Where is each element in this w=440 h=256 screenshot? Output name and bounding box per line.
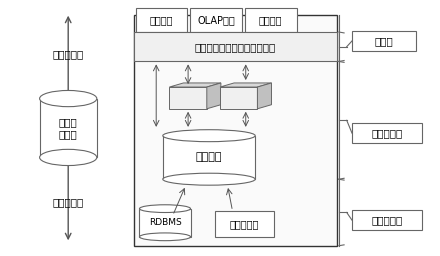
Text: 业务层: 业务层 bbox=[374, 36, 393, 46]
Text: 企业数据模型、多维数据模型: 企业数据模型、多维数据模型 bbox=[195, 42, 276, 52]
Text: 数据仓库层: 数据仓库层 bbox=[371, 128, 403, 138]
Bar bbox=[352, 210, 422, 230]
Bar bbox=[245, 8, 297, 32]
Text: 数据挖掘: 数据挖掘 bbox=[259, 15, 282, 25]
Ellipse shape bbox=[163, 130, 255, 142]
Polygon shape bbox=[220, 87, 257, 109]
Ellipse shape bbox=[163, 173, 255, 185]
Ellipse shape bbox=[40, 90, 97, 107]
Polygon shape bbox=[169, 83, 221, 87]
Text: 即席查询: 即席查询 bbox=[150, 15, 173, 25]
Bar bbox=[139, 209, 191, 237]
Text: RDBMS: RDBMS bbox=[149, 218, 181, 227]
Bar bbox=[136, 8, 187, 32]
Text: 数据仓库: 数据仓库 bbox=[196, 152, 222, 163]
Text: 技术元数据: 技术元数据 bbox=[52, 197, 84, 207]
Text: 外部数据源: 外部数据源 bbox=[230, 219, 259, 229]
Ellipse shape bbox=[139, 233, 191, 241]
Bar bbox=[352, 31, 416, 51]
Ellipse shape bbox=[40, 149, 97, 166]
Bar bbox=[40, 99, 97, 157]
Bar bbox=[352, 123, 422, 143]
Polygon shape bbox=[257, 83, 271, 109]
Polygon shape bbox=[169, 87, 207, 109]
Text: OLAP分析: OLAP分析 bbox=[197, 15, 235, 25]
Bar bbox=[134, 32, 337, 61]
Ellipse shape bbox=[139, 205, 191, 212]
Bar bbox=[215, 211, 274, 237]
Text: 业务元数据: 业务元数据 bbox=[52, 49, 84, 59]
Bar bbox=[163, 136, 255, 179]
Text: 元数据
知识库: 元数据 知识库 bbox=[59, 117, 77, 139]
Bar bbox=[134, 15, 337, 246]
Bar bbox=[190, 8, 242, 32]
Polygon shape bbox=[207, 83, 221, 109]
Polygon shape bbox=[220, 83, 271, 87]
Text: 操作环境层: 操作环境层 bbox=[371, 215, 403, 225]
